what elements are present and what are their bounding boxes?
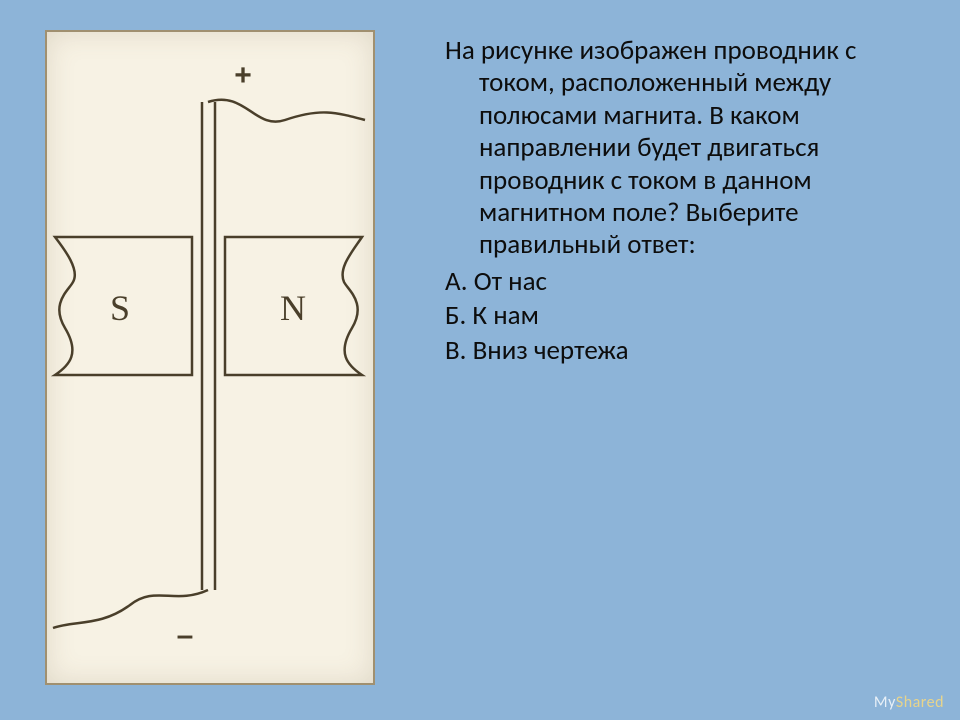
option-a: А. От нас [445,266,920,298]
option-b: Б. К нам [445,300,920,332]
watermark-part-b: Shared [896,693,944,712]
plus-sign: + [234,59,252,92]
text-panel: На рисунке изображен проводник с током, … [445,35,920,367]
watermark: MyShared [874,693,944,712]
left-pole-label: S [110,288,130,328]
slide: S N + – На рисунке изображен проводник с… [0,0,960,720]
right-pole-label: N [280,288,306,328]
question-text: На рисунке изображен проводник с током, … [445,35,920,262]
watermark-part-a: My [874,693,896,712]
option-c: В. Вниз чертежа [445,335,920,367]
diagram-panel: S N + – [45,30,375,685]
top-wire [208,100,365,122]
magnet-conductor-diagram: S N + – [45,30,375,685]
minus-sign: – [177,619,194,652]
